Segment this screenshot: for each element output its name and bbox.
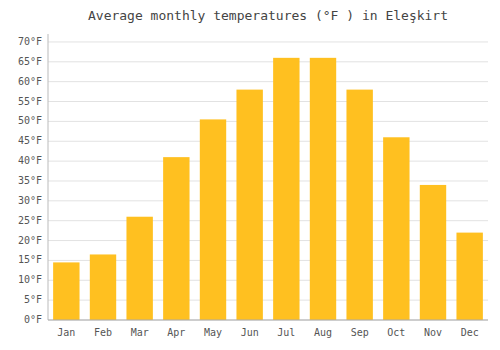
bar [420,185,446,320]
y-tick-label: 40°F [18,155,42,166]
bar [90,254,116,320]
y-tick-label: 50°F [18,115,42,126]
bar [163,157,189,320]
y-axis: 0°F 5°F 10°F 15°F 20°F 25°F 30°F 35°F 40°F 45°F 50… [18,34,48,325]
grid-line [48,81,488,82]
grid-line [48,41,488,42]
bar [236,90,262,320]
x-tick-label: Mar [131,327,149,338]
x-axis: Jan Feb Mar Apr May Jun Jul Aug Sep Oct Nov Dec [48,320,488,338]
grid-line [48,320,488,321]
y-tick-label: 5°F [24,294,42,305]
y-tick-label: 65°F [18,56,42,67]
x-tick-label: Feb [94,327,112,338]
grid-line [48,61,488,62]
x-tick-label: Aug [314,327,332,338]
x-axis-line [48,320,488,321]
bar [346,90,372,320]
x-tick-label: Oct [387,327,405,338]
y-tick-label: 70°F [18,36,42,47]
bars [53,58,483,320]
x-tick-label: Dec [461,327,479,338]
grid-line [48,161,488,162]
bar [126,217,152,320]
grid-line [48,121,488,122]
grid [48,42,488,320]
grid-line [48,180,488,181]
y-tick-label: 35°F [18,175,42,186]
y-tick-label: 60°F [18,76,42,87]
x-tick-label: Jun [241,327,259,338]
y-tick-label: 0°F [24,314,42,325]
bar [200,119,226,320]
x-tick-label: Jan [57,327,75,338]
bar [273,58,299,320]
chart: Average monthly temperatures (°F ) in El… [0,0,500,350]
bar [383,137,409,320]
y-tick-label: 10°F [18,274,42,285]
y-tick-label: 55°F [18,96,42,107]
y-tick-label: 20°F [18,235,42,246]
chart-container: Average monthly temperatures (°F ) in El… [0,0,500,350]
x-tick-label: Nov [424,327,442,338]
y-tick-label: 25°F [18,215,42,226]
grid-line [48,101,488,102]
bar [310,58,336,320]
title: Average monthly temperatures (°F ) in El… [88,8,448,23]
y-tick-label: 15°F [18,254,42,265]
x-tick-label: Sep [351,327,369,338]
y-tick-label: 45°F [18,135,42,146]
x-tick-label: Jul [277,327,295,338]
y-axis-line [48,34,49,320]
x-tick-label: May [204,327,222,338]
y-tick-label: 30°F [18,195,42,206]
bar [53,262,79,320]
grid-line [48,141,488,142]
bar [456,233,482,320]
x-tick-label: Apr [167,327,185,338]
